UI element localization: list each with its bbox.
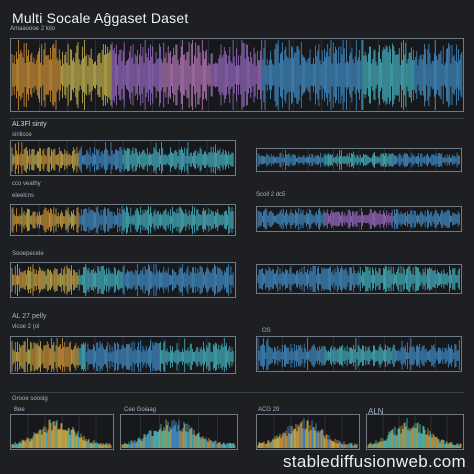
row3-left-panel [10,262,236,298]
row2-right-panel [256,206,462,232]
bottom4-title: ALN [368,407,384,416]
row1-label: AL3Fl sinty [12,121,47,128]
row2-sublabel: eleelcns [12,193,35,199]
row4-left-svg [11,337,234,373]
bottom1-title: Bee [14,407,25,413]
row2-right-svg [257,207,460,231]
row5-label: Grooe sooslg [12,396,48,402]
bottom2-panel [120,414,238,450]
row3-right-panel [256,264,462,294]
row4-right-panel [256,336,462,372]
subtitle: Amaaoooe 2 lolo [10,26,56,32]
bottom4-svg [367,415,462,449]
top-waveform-panel [10,38,464,112]
row1-left-svg [11,141,234,175]
row4-right-svg [257,337,460,371]
row2-label: cco veathy [12,181,41,187]
row1-left-panel [10,140,236,176]
bottom3-panel [256,414,360,450]
row3-label: Sooepecele [12,251,44,257]
bottom2-svg [121,415,236,449]
row3-right-svg [257,265,460,293]
row4-left-panel [10,336,236,374]
row2-left-svg [11,205,234,235]
row4-right-title: OS [262,328,271,334]
row1-right-panel [256,148,462,172]
bottom3-title: ACG 29 [258,407,280,413]
top-waveform-svg [11,39,463,111]
row2-right-title: Scoll 2 dc5 [256,192,286,198]
row1-right-svg [257,149,460,171]
row2-left-panel [10,204,236,236]
bottom2-title: Cee Goiaag [124,407,157,413]
divider [10,392,464,393]
bottom1-svg [11,415,112,449]
row3-left-svg [11,263,234,297]
bottom3-svg [257,415,358,449]
row4-sublabel: vlcoe 2 (ol [12,324,40,330]
row1-sublabel: sinlicce [12,132,32,138]
watermark: stablediffusionweb.com [283,452,466,471]
row4-label: AL 27 pelly [12,313,47,320]
bottom4-panel [366,414,464,450]
page-title: Multi Socale Aĝgaset Daset [12,10,189,26]
bottom1-panel [10,414,114,450]
divider [10,118,464,119]
